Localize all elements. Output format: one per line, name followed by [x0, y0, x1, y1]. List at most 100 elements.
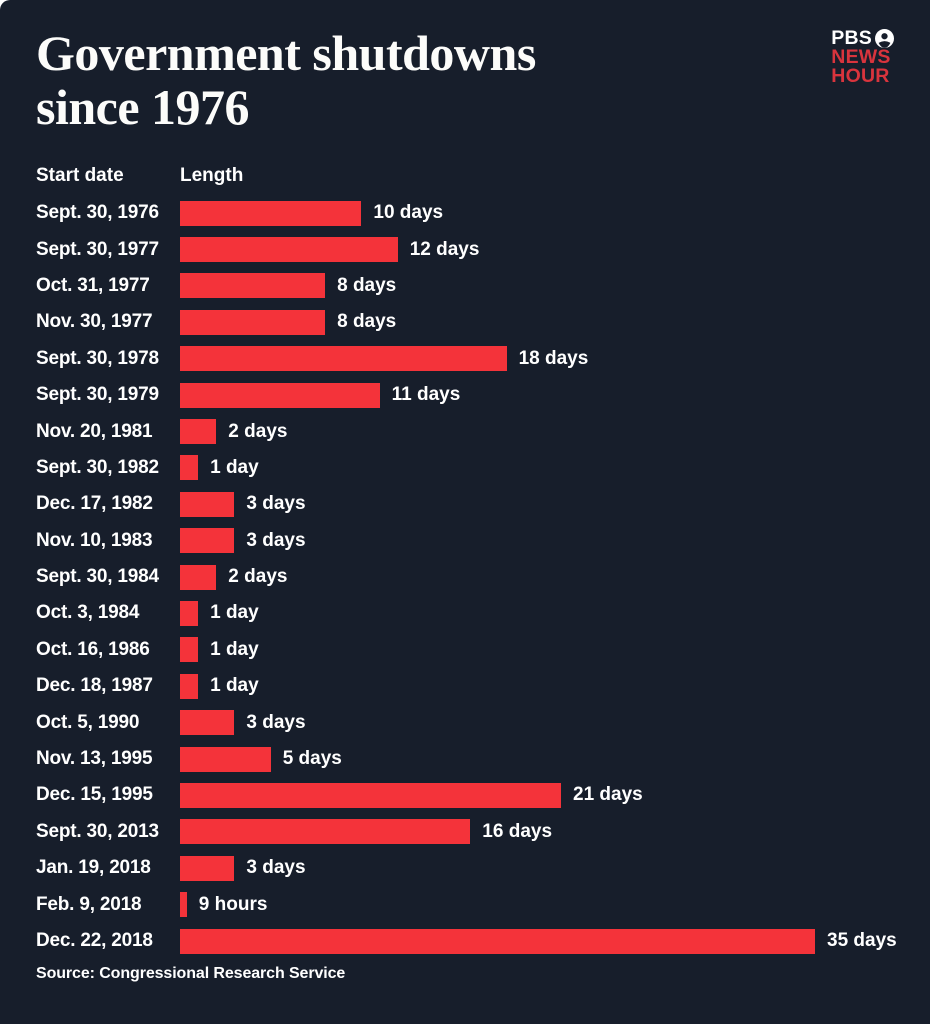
- source-note: Source: Congressional Research Service: [36, 965, 346, 983]
- row-date-label: Sept. 30, 2013: [36, 820, 159, 842]
- bar-area: 18 days: [180, 346, 815, 372]
- row-date-label: Nov. 30, 1977: [36, 311, 153, 333]
- title-line-2: since 1976: [36, 79, 250, 135]
- bar: [180, 237, 398, 263]
- row-value-label: 16 days: [482, 820, 553, 842]
- bar-area: 3 days: [180, 855, 815, 881]
- chart-row: Oct. 16, 1986 1 day: [36, 632, 895, 668]
- row-date-label: Dec. 18, 1987: [36, 675, 153, 697]
- chart-row: Sept. 30, 1984 2 days: [36, 559, 895, 595]
- chart-row: Feb. 9, 2018 9 hours: [36, 886, 895, 922]
- row-value-label: 5 days: [282, 748, 342, 770]
- chart-row: Sept. 30, 1982 1 day: [36, 450, 895, 486]
- row-date-label: Sept. 30, 1984: [36, 566, 159, 588]
- row-date-label: Jan. 19, 2018: [36, 857, 151, 879]
- bar: [180, 746, 271, 772]
- title-line-1: Government shutdowns: [36, 25, 536, 81]
- bar-area: 16 days: [180, 819, 815, 845]
- row-date-label: Nov. 13, 1995: [36, 748, 153, 770]
- row-value-label: 8 days: [337, 274, 397, 296]
- bar-area: 8 days: [180, 309, 815, 335]
- bar-area: 5 days: [180, 746, 815, 772]
- bar: [180, 600, 199, 626]
- column-header-length: Length: [180, 165, 244, 186]
- bar-area: 35 days: [180, 928, 897, 954]
- bar-area: 8 days: [180, 273, 815, 299]
- chart-row: Sept. 30, 1979 11 days: [36, 377, 895, 413]
- bar-area: 12 days: [180, 237, 815, 263]
- row-date-label: Oct. 16, 1986: [36, 638, 150, 660]
- row-value-label: 1 day: [210, 638, 259, 660]
- chart-row: Nov. 10, 1983 3 days: [36, 523, 895, 559]
- chart-row: Oct. 5, 1990 3 days: [36, 704, 895, 740]
- row-value-label: 1 day: [210, 602, 259, 624]
- bar-area: 1 day: [180, 455, 815, 481]
- row-date-label: Dec. 22, 2018: [36, 930, 153, 951]
- chart-row: Dec. 17, 1982 3 days: [36, 486, 895, 522]
- bar-area: 3 days: [180, 528, 815, 554]
- bar: [180, 346, 507, 372]
- row-date-label: Oct. 5, 1990: [36, 711, 140, 733]
- row-date-label: Sept. 30, 1976: [36, 202, 159, 224]
- bar-area: 21 days: [180, 782, 815, 808]
- row-value-label: 11 days: [391, 384, 461, 406]
- row-value-label: 18 days: [518, 347, 589, 369]
- bar: [180, 673, 199, 699]
- row-value-label: 3 days: [246, 857, 306, 879]
- pbs-head-icon: [875, 29, 894, 48]
- bar: [180, 710, 235, 736]
- bar-area: 9 hours: [180, 892, 815, 918]
- bar: [180, 419, 217, 445]
- bar: [180, 782, 561, 808]
- bar: [180, 819, 471, 845]
- row-date-label: Dec. 15, 1995: [36, 784, 153, 806]
- chart-row: Sept. 30, 1976 10 days: [36, 195, 895, 231]
- pbs-wordmark: PBS: [831, 27, 872, 49]
- chart-row: Sept. 30, 1977 12 days: [36, 231, 895, 267]
- page-title: Government shutdowns since 1976: [36, 26, 895, 134]
- column-header-start-date: Start date: [36, 165, 124, 186]
- row-date-label: Oct. 3, 1984: [36, 602, 140, 624]
- chart-row: Nov. 20, 1981 2 days: [36, 413, 895, 449]
- bar: [180, 855, 235, 881]
- row-value-label: 21 days: [573, 784, 643, 806]
- row-value-label: 12 days: [409, 238, 480, 260]
- bar: [180, 309, 326, 335]
- bar: [180, 273, 326, 299]
- row-date-label: Nov. 10, 1983: [36, 529, 153, 551]
- row-value-label: 1 day: [210, 675, 259, 697]
- bar-area: 2 days: [180, 564, 815, 590]
- bar-area: 3 days: [180, 491, 815, 517]
- chart-row: Nov. 30, 1977 8 days: [36, 304, 895, 340]
- chart-row: Oct. 3, 1984 1 day: [36, 595, 895, 631]
- bar-chart: Sept. 30, 1976 10 days Sept. 30, 1977 12 da…: [36, 195, 897, 959]
- chart-row: Jan. 19, 2018 3 days: [36, 850, 895, 886]
- row-value-label: 2 days: [228, 420, 288, 442]
- bar-area: 3 days: [180, 710, 815, 736]
- bar-area: 1 day: [180, 673, 815, 699]
- chart-row: Sept. 30, 2013 16 days: [36, 814, 895, 850]
- column-headers: Start date Length: [36, 165, 895, 187]
- bar-area: 11 days: [180, 382, 815, 408]
- row-value-label: 3 days: [246, 529, 306, 551]
- chart-row: Oct. 31, 1977 8 days: [36, 268, 895, 304]
- bar-area: 2 days: [180, 419, 815, 445]
- row-value-label: 8 days: [337, 311, 397, 333]
- bar-area: 10 days: [180, 200, 815, 226]
- chart-row: Dec. 15, 1995 21 days: [36, 777, 895, 813]
- row-value-label: 3 days: [246, 493, 306, 515]
- bar: [180, 491, 235, 517]
- row-date-label: Dec. 17, 1982: [36, 493, 153, 515]
- row-value-label: 10 days: [373, 202, 444, 224]
- bar: [180, 564, 217, 590]
- news-wordmark: NEWS: [831, 46, 891, 68]
- chart-row: Sept. 30, 1978 18 days: [36, 341, 895, 377]
- pbs-logo-row: PBS: [831, 27, 894, 49]
- pbs-newshour-logo: PBS NEWS HOUR: [831, 27, 894, 86]
- bar: [180, 200, 362, 226]
- bar: [180, 382, 380, 408]
- row-date-label: Sept. 30, 1982: [36, 456, 159, 478]
- row-date-label: Nov. 20, 1981: [36, 420, 153, 442]
- bar: [180, 928, 815, 954]
